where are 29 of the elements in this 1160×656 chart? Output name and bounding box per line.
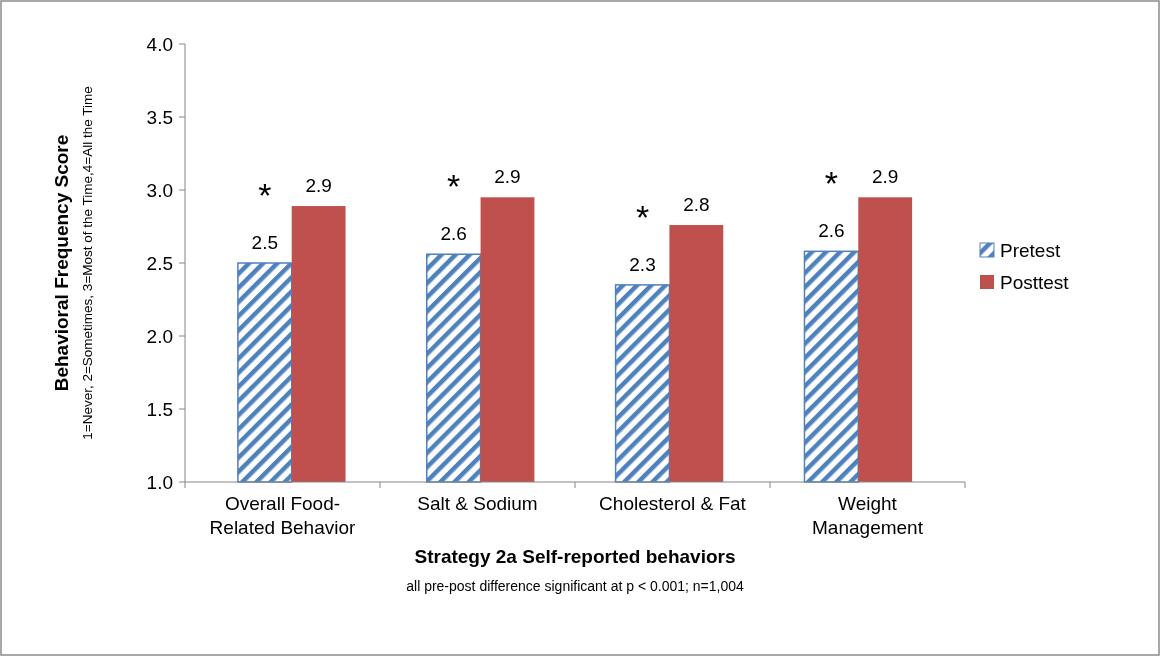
- x-axis-title: Strategy 2a Self-reported behaviors: [414, 546, 736, 567]
- data-label: 2.9: [494, 166, 521, 188]
- x-tick-label: Weight Management: [812, 493, 924, 538]
- annotation: *: [824, 164, 838, 203]
- data-label: 2.6: [818, 220, 845, 242]
- annotation: *: [635, 197, 650, 236]
- data-label: 2.3: [629, 253, 656, 275]
- data-label: 2.8: [683, 194, 710, 216]
- y-tick-label: 3.5: [146, 106, 173, 128]
- y-tick-label: 3.0: [146, 179, 173, 201]
- text: 1=Never, 2=Sometimes, 3=Most of the Time,4=All the Time: [80, 86, 95, 440]
- x-tick-label: Overall Food-Related Behavior: [209, 493, 357, 538]
- data-label: 2.6: [440, 223, 467, 245]
- annotation: *: [258, 175, 272, 214]
- data-label: 2.9: [871, 166, 899, 188]
- data-label: 2.9: [305, 175, 332, 197]
- y-axis-title: Behavioral Frequency Score: [51, 134, 72, 392]
- annotation: *: [447, 167, 461, 206]
- y-tick-label: 2.5: [146, 252, 173, 274]
- data-label: 2.5: [251, 232, 279, 253]
- legend-label: Pretest: [1000, 239, 1061, 261]
- x-tick-label: Cholesterol & Fat: [599, 493, 747, 514]
- y-tick-label: 1.0: [146, 471, 173, 493]
- y-tick-label: 4.0: [146, 33, 173, 55]
- x-tick-label: Salt & Sodium: [417, 493, 538, 514]
- y-tick-label: 1.5: [146, 398, 173, 420]
- y-tick-label: 2.0: [146, 325, 173, 347]
- text: all pre-post difference significant at p < 0.001; n=1,004: [406, 578, 744, 594]
- legend-label: Posttest: [1000, 271, 1070, 293]
